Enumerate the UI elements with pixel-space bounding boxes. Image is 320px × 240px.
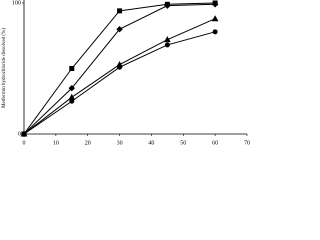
chart: Metformin hydrochloride dissolved (%) 0 1… <box>2 0 250 146</box>
marker <box>164 36 171 43</box>
x-tick-label: 20 <box>85 140 91 146</box>
marker <box>212 29 218 35</box>
x-tick-label: 50 <box>180 140 186 146</box>
marker <box>164 2 171 9</box>
x-tick-label: 0 <box>23 140 26 146</box>
marker <box>116 25 123 33</box>
x-tick-label: 60 <box>212 140 218 146</box>
y-tick-label: 0 <box>18 131 21 137</box>
marker <box>68 93 76 100</box>
y-tick-label: 100 <box>12 0 21 6</box>
marker <box>68 84 75 92</box>
marker <box>69 98 75 104</box>
marker <box>69 66 75 71</box>
x-tick-label: 40 <box>148 140 154 146</box>
marker <box>117 8 123 14</box>
marker <box>117 64 123 70</box>
marker <box>21 131 27 137</box>
marker <box>164 42 170 48</box>
series-line <box>23 31 216 135</box>
x-tick-label: 70 <box>244 140 250 146</box>
x-tick-label: 30 <box>117 140 123 146</box>
x-tick-label: 10 <box>53 140 59 146</box>
marker <box>211 15 219 22</box>
marker <box>211 1 219 8</box>
series-line <box>23 18 216 135</box>
y-axis-label: Metformin hydrochloride dissolved (%) <box>2 28 7 108</box>
